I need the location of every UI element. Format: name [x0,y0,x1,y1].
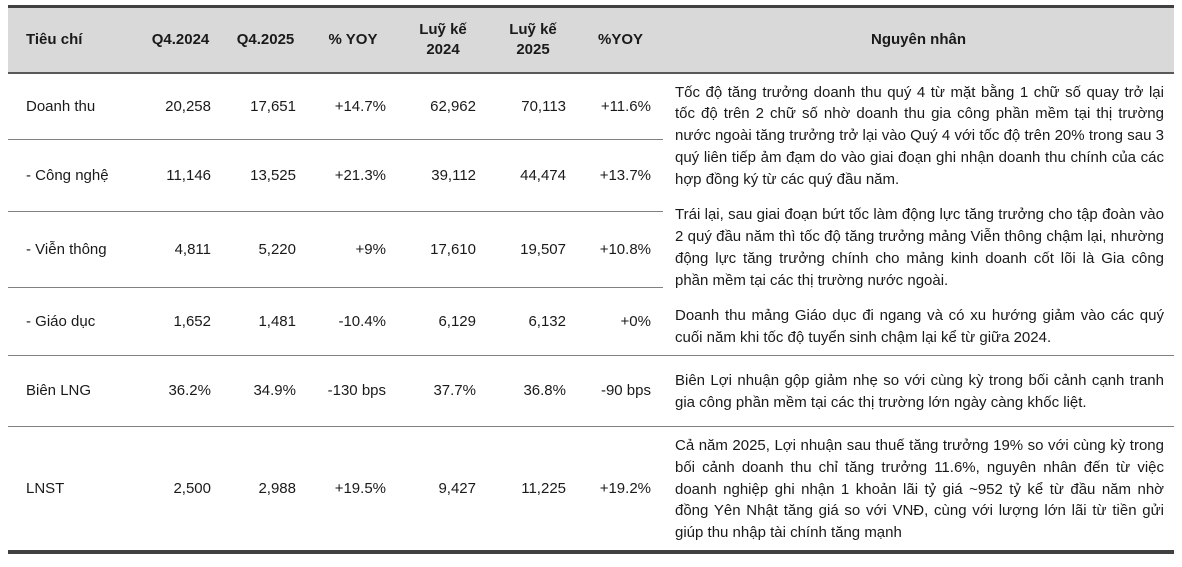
table-cell: 11,146 [138,139,223,213]
table-cell: 4,811 [138,211,223,289]
col-header-q4-2024: Q4.2024 [138,6,223,74]
table-cell: 13,525 [223,139,308,213]
table-row-giao-duc: - Giáo dục 1,652 1,481 -10.4% 6,129 6,13… [8,287,1174,356]
col-header-nguyen-nhan: Nguyên nhân [663,6,1174,74]
col-header-q4-2025: Q4.2025 [223,6,308,74]
table-cell: +10.8% [578,211,663,289]
row-label-lnst: LNST [8,426,138,553]
table-cell: +21.3% [308,139,398,213]
table-cell: 36.2% [138,355,223,427]
note-paragraph-net-profit: Cả năm 2025, Lợi nhuận sau thuế tăng trư… [675,437,1164,542]
note-revenue-group: Tốc độ tăng trưởng doanh thu quý 4 từ mặ… [663,72,1174,356]
quarterly-results-table: Tiêu chí Q4.2024 Q4.2025 % YOY Luỹ kế 20… [8,5,1174,555]
table-cell: 17,651 [223,72,308,140]
table-cell: 62,962 [398,72,488,140]
table-cell: +19.5% [308,426,398,553]
table-cell: -10.4% [308,287,398,356]
col-header-luyke-2024: Luỹ kế 2024 [398,6,488,74]
col-header-yoy-cumulative: %YOY [578,6,663,74]
table-cell: 9,427 [398,426,488,553]
table-cell: +11.6% [578,72,663,140]
note-bien-lng: Biên Lợi nhuận gộp giảm nhẹ so với cùng … [663,355,1174,427]
table-row-doanh-thu: Doanh thu 20,258 17,651 +14.7% 62,962 70… [8,72,1174,356]
table-cell: 5,220 [223,211,308,289]
table-cell: +0% [578,287,663,356]
table-cell: 6,129 [398,287,488,356]
col-header-tieu-chi: Tiêu chí [8,6,138,74]
table-cell: 1,481 [223,287,308,356]
table-cell: -130 bps [308,355,398,427]
table-cell: +13.7% [578,139,663,213]
table-cell: 44,474 [488,139,578,213]
row-label-vien-thong: - Viễn thông [8,211,138,289]
table-row-vien-thong: - Viễn thông 4,811 5,220 +9% 17,610 19,5… [8,211,1174,289]
col-header-luyke-2025: Luỹ kế 2025 [488,6,578,74]
note-paragraph-revenue: Tốc độ tăng trưởng doanh thu quý 4 từ mặ… [675,83,1164,188]
row-label-doanh-thu: Doanh thu [8,72,138,140]
note-paragraph-telecom: Trái lại, sau giai đoạn bứt tốc làm động… [675,206,1164,289]
table-cell: 1,652 [138,287,223,356]
note-lnst: Cả năm 2025, Lợi nhuận sau thuế tăng trư… [663,426,1174,553]
table-cell: +14.7% [308,72,398,140]
note-paragraph-gross-margin: Biên Lợi nhuận gộp giảm nhẹ so với cùng … [675,372,1164,411]
table-cell: +9% [308,211,398,289]
table-cell: +19.2% [578,426,663,553]
table-cell: 2,988 [223,426,308,553]
table-cell: 6,132 [488,287,578,356]
table-cell: 36.8% [488,355,578,427]
table-cell: 17,610 [398,211,488,289]
row-label-giao-duc: - Giáo dục [8,287,138,356]
table-row-bien-lng: Biên LNG 36.2% 34.9% -130 bps 37.7% 36.8… [8,355,1174,427]
row-label-cong-nghe: - Công nghệ [8,139,138,213]
table-cell: 39,112 [398,139,488,213]
table-row-lnst: LNST 2,500 2,988 +19.5% 9,427 11,225 +19… [8,426,1174,553]
table-row-cong-nghe: - Công nghệ 11,146 13,525 +21.3% 39,112 … [8,139,1174,213]
table-cell: 19,507 [488,211,578,289]
table-cell: 2,500 [138,426,223,553]
table-cell: -90 bps [578,355,663,427]
table-cell: 11,225 [488,426,578,553]
row-label-bien-lng: Biên LNG [8,355,138,427]
table-cell: 37.7% [398,355,488,427]
table-cell: 34.9% [223,355,308,427]
col-header-yoy-quarter: % YOY [308,6,398,74]
table-cell: 70,113 [488,72,578,140]
table-cell: 20,258 [138,72,223,140]
note-paragraph-education: Doanh thu mảng Giáo dục đi ngang và có x… [675,307,1164,346]
header-row: Tiêu chí Q4.2024 Q4.2025 % YOY Luỹ kế 20… [8,6,1174,74]
